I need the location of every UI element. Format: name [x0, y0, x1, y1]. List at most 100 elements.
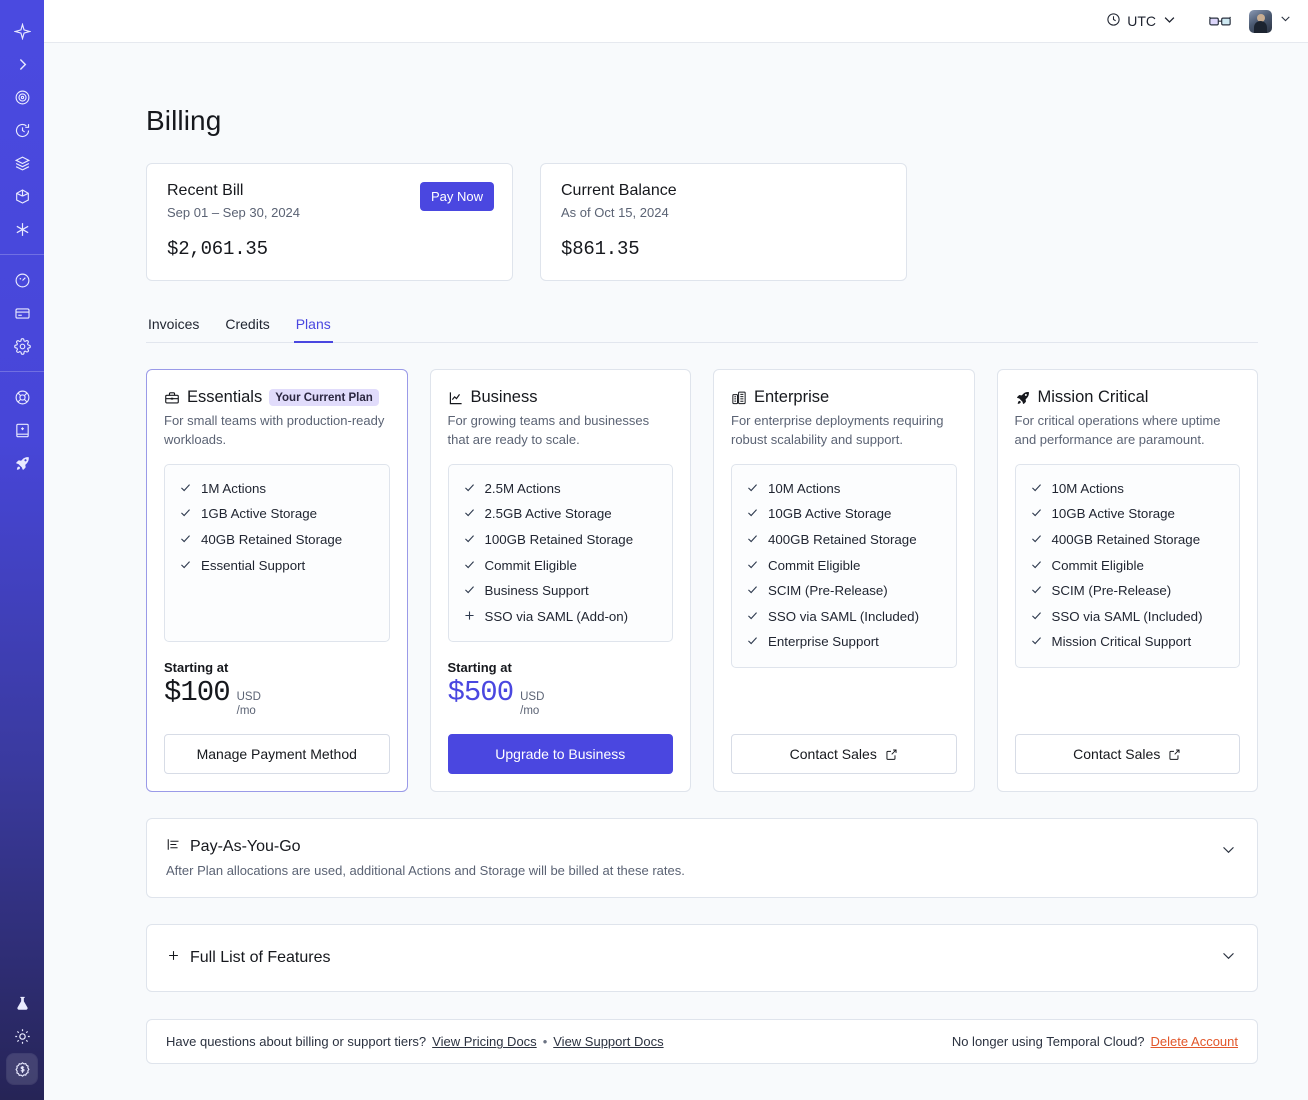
feature-item: 100GB Retained Storage	[463, 532, 659, 549]
external-link-icon	[885, 748, 898, 761]
rocket-icon	[1015, 390, 1031, 406]
feature-label: 1M Actions	[201, 480, 267, 496]
plan-action-button[interactable]: Manage Payment Method	[164, 734, 390, 775]
check-icon	[1030, 634, 1043, 647]
chevron-down-icon	[1162, 12, 1177, 30]
feature-item: SCIM (Pre-Release)	[746, 583, 942, 600]
plan-price: $100	[164, 676, 231, 710]
price-row: $100 USD/mo	[164, 676, 390, 718]
namespaces-icon[interactable]	[7, 82, 37, 112]
billing-card-icon[interactable]	[7, 298, 37, 328]
plan-action-button[interactable]: Contact Sales	[1014, 734, 1240, 775]
footer-left: Have questions about billing or support …	[166, 1034, 664, 1049]
whats-new-rocket-icon[interactable]	[7, 448, 37, 478]
recent-bill-title: Recent Bill	[167, 182, 244, 199]
schedules-icon[interactable]	[7, 115, 37, 145]
check-icon	[179, 481, 192, 494]
pay-as-you-go-title: Pay-As-You-Go	[190, 838, 301, 856]
connectivity-icon[interactable]	[7, 214, 37, 244]
feature-item: 1M Actions	[179, 481, 375, 498]
expand-chevron-icon[interactable]	[7, 49, 37, 79]
feature-item: Commit Eligible	[746, 558, 942, 575]
tab-plans[interactable]: Plans	[293, 312, 333, 343]
price-row: $500 USD/mo	[448, 676, 674, 718]
plan-description: For small teams with production-ready wo…	[164, 413, 385, 447]
feature-item: Mission Critical Support	[1030, 634, 1226, 651]
feature-label: SSO via SAML (Included)	[768, 608, 920, 624]
pay-as-you-go-header: Pay-As-You-Go	[166, 837, 685, 857]
page-title: Billing	[146, 105, 222, 136]
feature-item: 400GB Retained Storage	[1030, 532, 1226, 549]
pay-as-you-go-accordion[interactable]: Pay-As-You-Go After Plan allocations are…	[146, 818, 1258, 899]
plan-features: 10M Actions 10GB Active Storage 400GB Reta…	[731, 463, 957, 668]
plan-card-mission-critical: Mission Critical For critical operations …	[996, 369, 1258, 793]
usage-icon[interactable]	[7, 265, 37, 295]
feature-item: Enterprise Support	[746, 634, 942, 651]
feature-item: 2.5M Actions	[463, 481, 659, 498]
check-icon	[1030, 481, 1043, 494]
plan-description: For enterprise deployments requiring rob…	[731, 413, 944, 447]
check-icon	[746, 583, 759, 596]
recent-bill-period: Sep 01 – Sep 30, 2024	[167, 205, 301, 220]
plus-icon	[463, 609, 476, 622]
plan-features: 2.5M Actions 2.5GB Active Storage 100GB Re…	[447, 463, 673, 643]
view-support-docs-link[interactable]: View Support Docs	[553, 1034, 664, 1050]
starting-at-label: Starting at	[164, 660, 229, 676]
pay-as-you-go-subtitle: After Plan allocations are used, additio…	[166, 863, 685, 879]
temporal-logo-icon[interactable]	[7, 16, 37, 46]
check-icon	[1030, 609, 1043, 622]
full-list-features-accordion[interactable]: Full List of Features	[146, 924, 1258, 993]
check-icon	[463, 583, 476, 596]
chevron-down-icon[interactable]	[1220, 947, 1237, 969]
check-icon	[1030, 583, 1043, 596]
tab-invoices[interactable]: Invoices	[148, 316, 200, 332]
plan-footer: Starting at $500 USD/mo Upgrade to Business	[447, 642, 674, 775]
timezone-selector[interactable]: UTC	[1100, 8, 1183, 34]
feature-label: 10M Actions	[768, 480, 841, 496]
plan-header: Essentials Your Current Plan	[164, 388, 390, 407]
plan-features: 10M Actions 10GB Active Storage 400GB Reta…	[1014, 463, 1240, 668]
feature-item: 1GB Active Storage	[179, 506, 375, 523]
plan-action-button[interactable]: Contact Sales	[731, 734, 957, 775]
recent-bill-card: Recent Bill Sep 01 – Sep 30, 2024 $2,061…	[146, 163, 513, 281]
sidebar-divider-1	[0, 254, 44, 255]
plan-action-label: Manage Payment Method	[196, 746, 357, 763]
feature-label: 10M Actions	[1051, 480, 1124, 496]
batch-operations-icon[interactable]	[7, 148, 37, 178]
settings-gear-icon[interactable]	[7, 331, 37, 361]
check-icon	[179, 532, 192, 545]
feature-item: Business Support	[463, 583, 659, 600]
feature-label: SSO via SAML (Add-on)	[484, 608, 629, 624]
summary-cards: Recent Bill Sep 01 – Sep 30, 2024 $2,061…	[146, 163, 1258, 281]
user-menu[interactable]	[1249, 9, 1292, 33]
sidebar-divider-2	[0, 371, 44, 372]
billing-dollar-icon[interactable]	[6, 1053, 38, 1085]
nexus-icon[interactable]	[7, 181, 37, 211]
view-pricing-docs-link[interactable]: View Pricing Docs	[432, 1034, 537, 1050]
feature-label: 2.5GB Active Storage	[484, 506, 612, 522]
feature-label: 1GB Active Storage	[201, 506, 318, 522]
tab-credits[interactable]: Credits	[225, 316, 270, 332]
docs-book-icon[interactable]	[7, 415, 37, 445]
check-icon	[463, 532, 476, 545]
avatar	[1249, 9, 1272, 33]
feature-item: 10M Actions	[746, 481, 942, 498]
current-balance-amount: $861.35	[561, 238, 640, 260]
support-lifebuoy-icon[interactable]	[7, 382, 37, 412]
plan-header: Business	[448, 388, 674, 407]
3d-glasses-icon[interactable]	[1209, 14, 1231, 29]
labs-flask-icon[interactable]	[7, 988, 37, 1018]
theme-sun-icon[interactable]	[7, 1021, 37, 1051]
feature-label: Mission Critical Support	[1051, 634, 1192, 650]
price-currency: USD	[520, 691, 545, 704]
delete-account-link[interactable]: Delete Account	[1150, 1034, 1238, 1050]
chevron-down-icon[interactable]	[1220, 837, 1237, 863]
pay-now-button[interactable]: Pay Now	[419, 182, 494, 211]
chevron-down-icon	[1279, 12, 1292, 30]
plan-action-button[interactable]: Upgrade to Business	[447, 734, 673, 775]
feature-label: SCIM (Pre-Release)	[768, 583, 888, 599]
check-icon	[746, 634, 759, 647]
plan-action-label: Upgrade to Business	[495, 746, 626, 763]
plan-card-enterprise: Enterprise For enterprise deployments req…	[713, 369, 975, 793]
feature-label: 10GB Active Storage	[768, 506, 892, 522]
